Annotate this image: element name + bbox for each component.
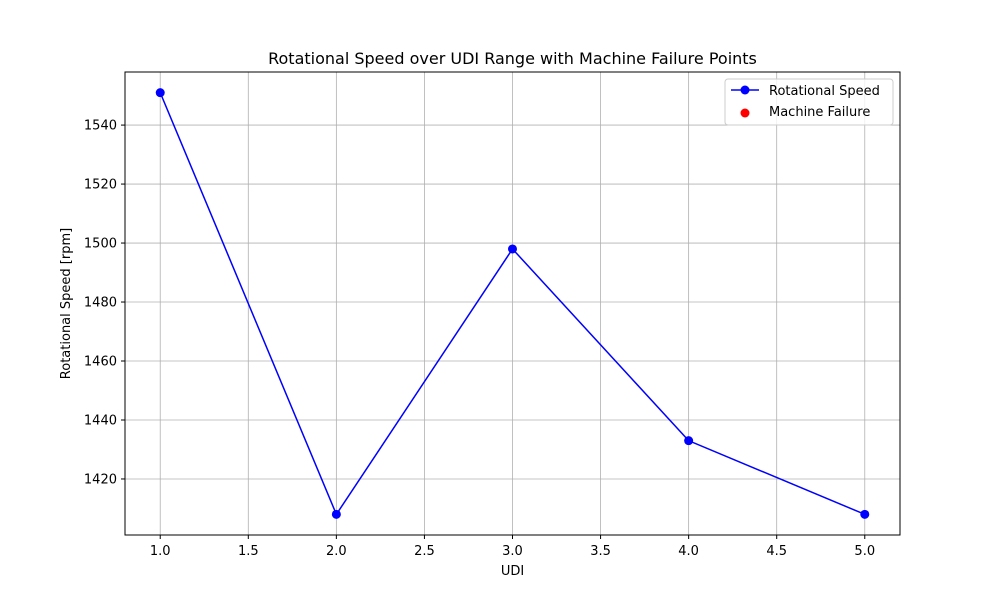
data-point-rotational-speed (684, 436, 694, 446)
x-tick-label: 2.5 (414, 544, 435, 559)
x-tick-label: 3.0 (502, 544, 523, 559)
y-axis-ticks: 1420 1440 1460 1480 1500 1520 1540 (84, 119, 125, 487)
legend-box (724, 78, 894, 126)
legend-marker-rotational-speed (740, 85, 750, 95)
y-tick-label: 1420 (84, 472, 117, 487)
y-tick-label: 1540 (84, 119, 117, 134)
data-point-rotational-speed (155, 88, 165, 98)
y-tick-label: 1520 (84, 178, 117, 193)
data-point-rotational-speed (331, 509, 341, 519)
data-point-rotational-speed (508, 244, 517, 254)
legend-label-rotational-speed: Rotational Speed (769, 84, 880, 99)
y-tick-label: 1440 (84, 413, 117, 428)
y-axis-label: Rotational Speed [rpm] (59, 228, 74, 379)
x-tick-label: 4.5 (766, 544, 787, 559)
x-axis-label: UDI (501, 564, 524, 579)
y-tick-label: 1460 (84, 355, 117, 370)
data-point-rotational-speed (860, 509, 870, 519)
chart-title: Rotational Speed over UDI Range with Mac… (268, 49, 757, 68)
x-axis-ticks: 1.0 1.5 2.0 2.5 3.0 3.5 4.0 4.5 5.0 (150, 535, 875, 559)
y-tick-label: 1480 (84, 296, 117, 311)
legend: Rotational Speed Machine Failure (724, 78, 894, 126)
x-tick-label: 3.5 (590, 544, 611, 559)
legend-marker-machine-failure (740, 108, 750, 118)
grid-lines (125, 72, 900, 535)
x-tick-label: 5.0 (854, 544, 875, 559)
x-tick-label: 1.0 (150, 544, 171, 559)
series-layer (155, 88, 870, 519)
x-tick-label: 1.5 (238, 544, 259, 559)
x-tick-label: 2.0 (326, 544, 347, 559)
legend-label-machine-failure: Machine Failure (769, 105, 870, 120)
y-tick-label: 1500 (84, 237, 117, 252)
x-tick-label: 4.0 (678, 544, 699, 559)
